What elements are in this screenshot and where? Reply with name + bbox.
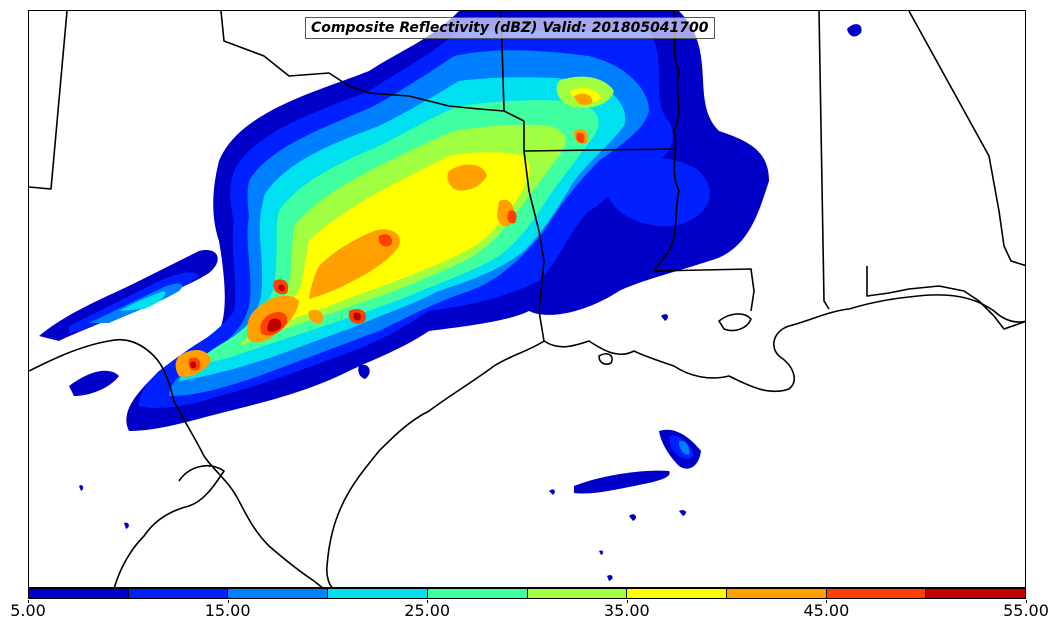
colorbar-tick (427, 600, 429, 603)
colorbar-segment (427, 589, 528, 598)
map-title: Composite Reflectivity (dBZ) Valid: 2018… (305, 17, 715, 39)
colorbar-tick (626, 600, 628, 603)
river-boundary-ms (653, 11, 680, 272)
colorbar-segment (527, 589, 628, 598)
state-boundary-west (29, 11, 68, 190)
boundary-lines (29, 11, 1025, 587)
colorbar-tick-label: 45.00 (803, 601, 850, 620)
rio-grande-border (29, 338, 323, 587)
state-boundary-tx-la (523, 150, 545, 342)
state-boundary-la-ms (653, 268, 755, 312)
colorbar-segment (627, 589, 727, 598)
texas-coastline (326, 340, 545, 587)
la-coast-detail (718, 313, 752, 332)
colorbar (28, 588, 1026, 599)
colorbar-tick (826, 600, 828, 603)
bay-detail (598, 353, 613, 365)
colorbar-tick-label: 55.00 (1003, 601, 1049, 620)
colorbar-segment (826, 589, 927, 598)
colorbar-segment (228, 589, 329, 598)
state-boundary-north (220, 11, 525, 122)
colorbar-tick-label: 35.00 (603, 601, 650, 620)
echo-40-45-dbz (175, 93, 593, 377)
colorbar-tick (1026, 600, 1027, 603)
colorbar-segment (328, 589, 428, 598)
colorbar-tick (28, 600, 29, 603)
reflectivity-map (29, 11, 1025, 587)
colorbar-tick (227, 600, 229, 603)
state-boundary-al-ga (908, 11, 1025, 267)
map-panel: Composite Reflectivity (dBZ) Valid: 2018… (28, 10, 1026, 588)
colorbar-segment (29, 589, 129, 598)
colorbar-tick-label: 25.00 (404, 601, 451, 620)
echo-50-55-dbz (190, 284, 362, 369)
colorbar-segment (726, 589, 827, 598)
colorbar-tick-label: 5.00 (10, 601, 46, 620)
state-boundary-ms-al (818, 11, 830, 310)
colorbar-tick-label: 15.00 (204, 601, 251, 620)
state-boundary-fl (866, 266, 1025, 330)
gulf-coastline (543, 294, 1025, 393)
mexico-border-inner (113, 465, 225, 587)
colorbar-segment (926, 589, 1026, 598)
radar-echoes (39, 11, 862, 581)
colorbar-segment (128, 589, 229, 598)
